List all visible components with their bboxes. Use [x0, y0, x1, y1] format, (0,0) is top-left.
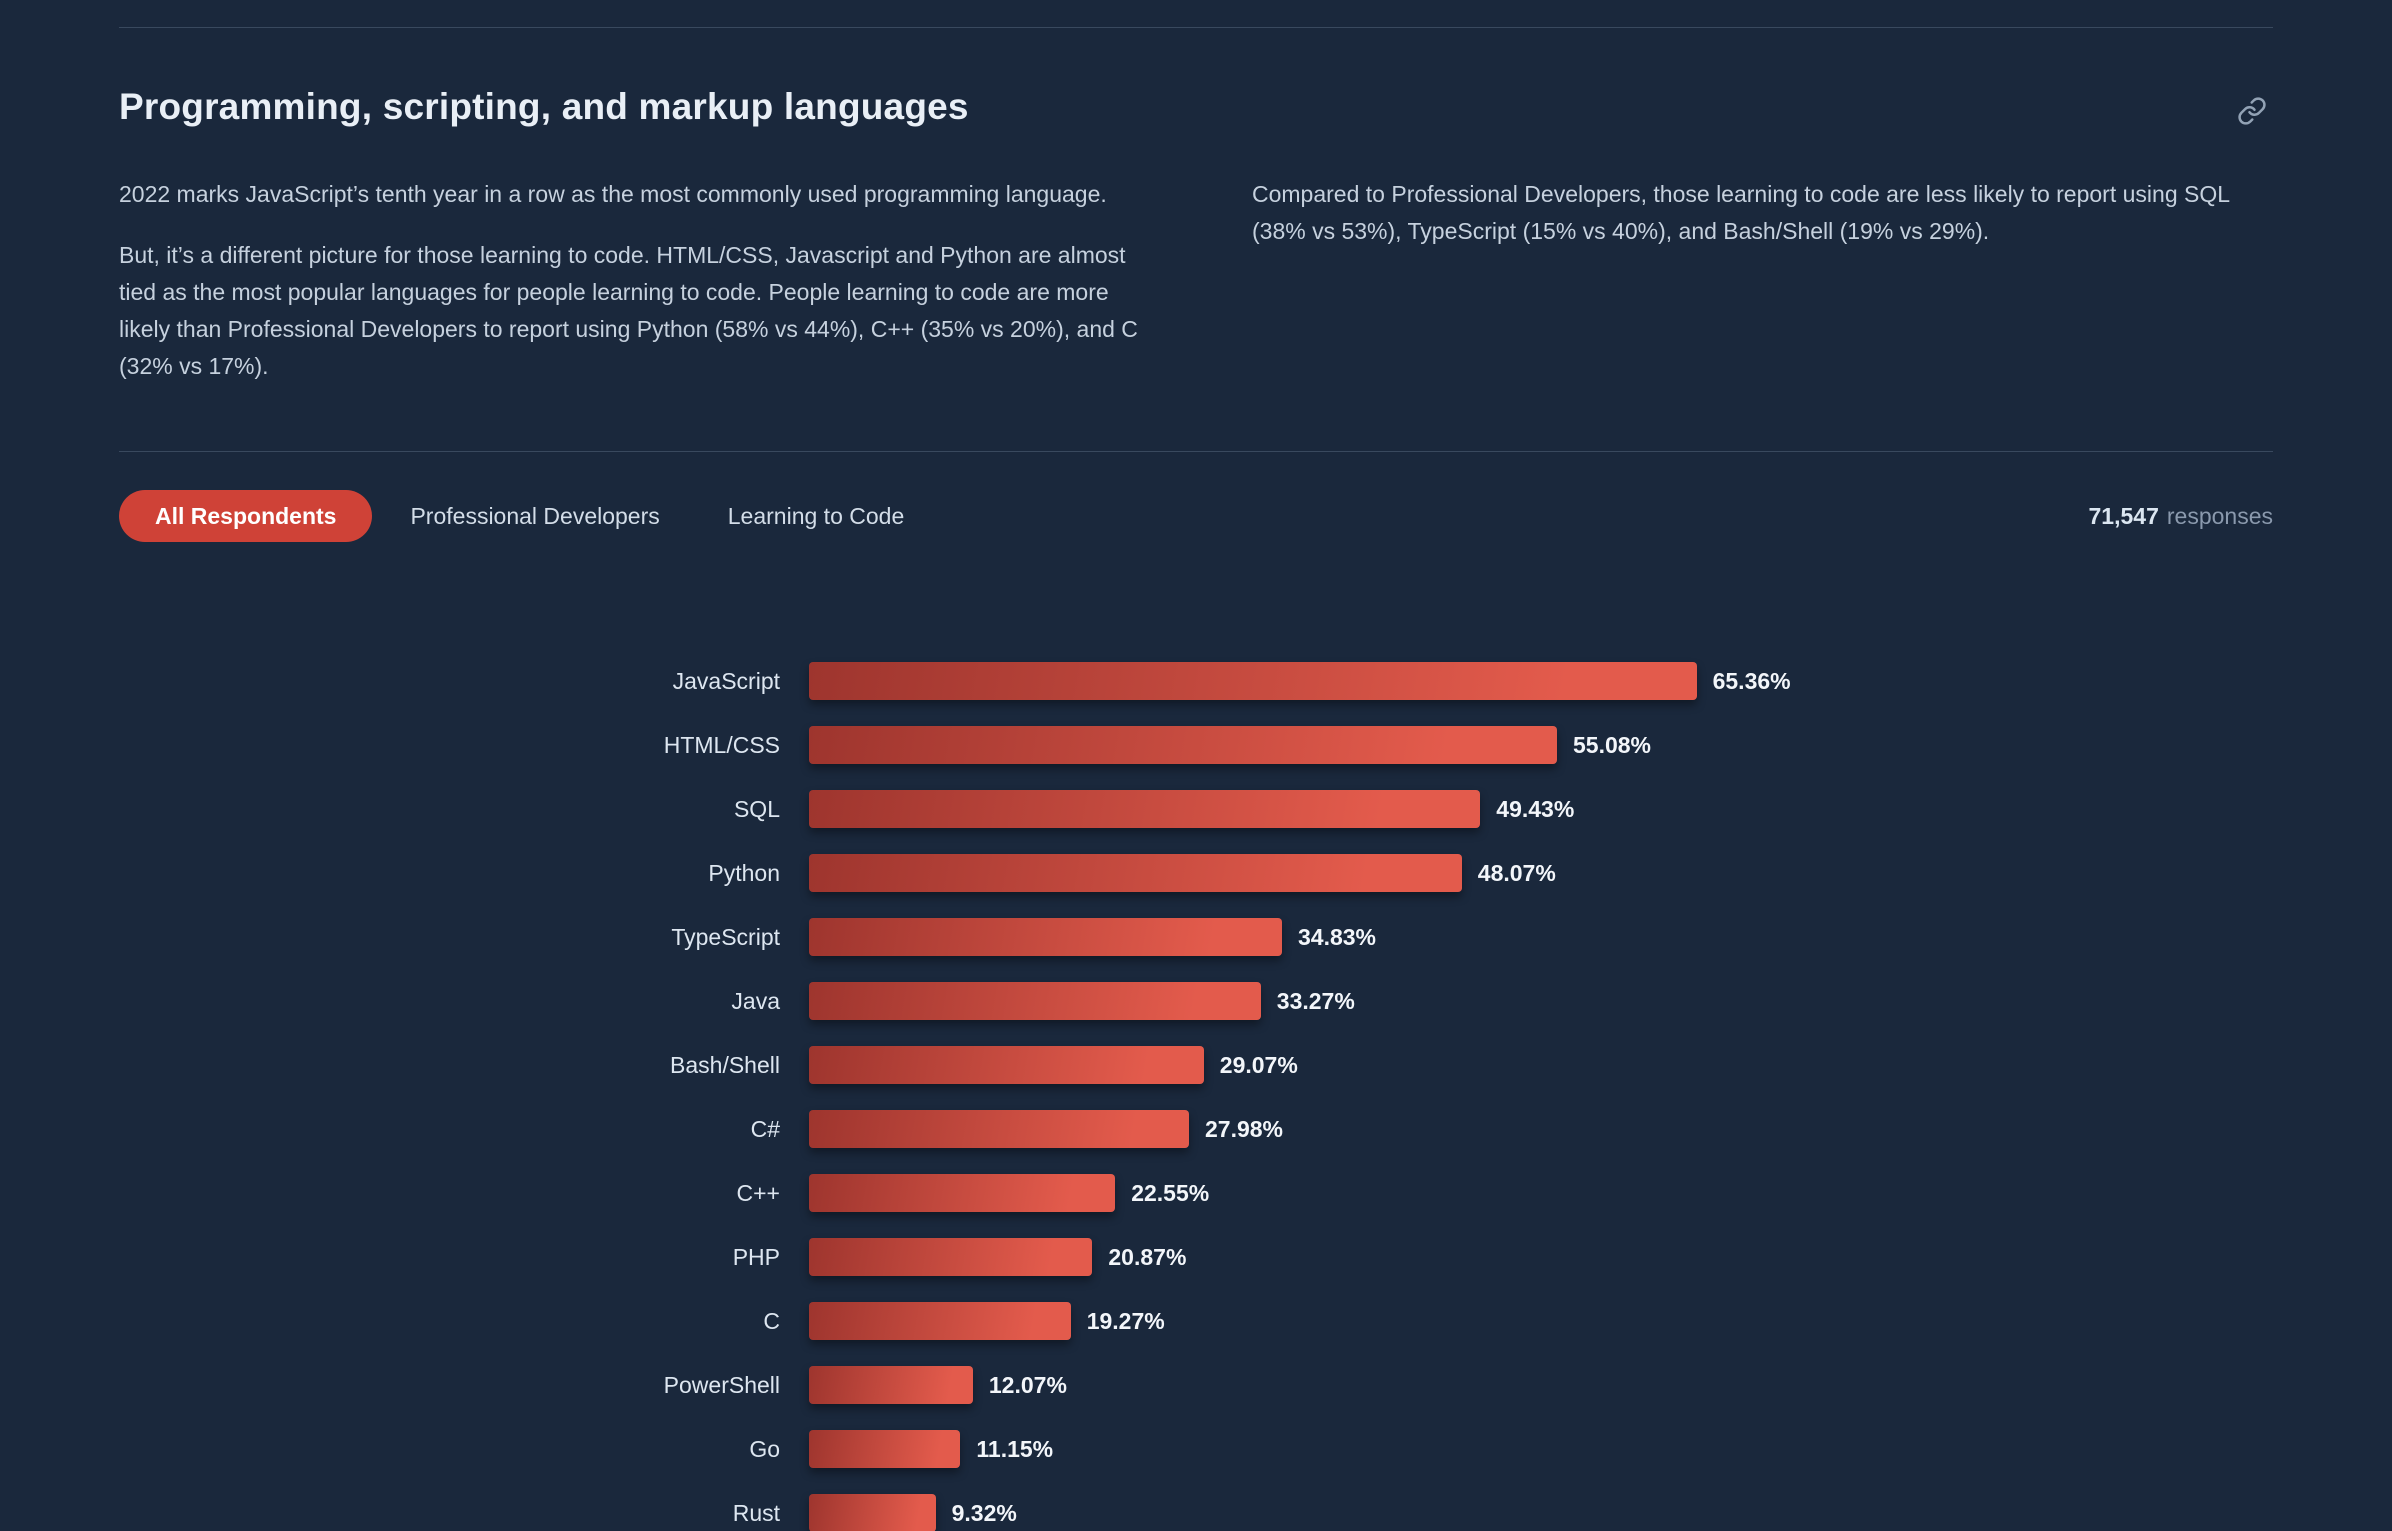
value-label: 55.08%: [1573, 731, 1652, 758]
survey-section: Programming, scripting, and markup langu…: [0, 27, 2392, 1531]
value-label: 9.32%: [951, 1499, 1017, 1526]
section-header: Programming, scripting, and markup langu…: [119, 84, 2273, 132]
bar-go: [809, 1430, 961, 1468]
value-label: 27.98%: [1205, 1115, 1284, 1142]
category-label: TypeScript: [671, 923, 780, 950]
category-label: Bash/Shell: [670, 1051, 780, 1078]
bar-html-css: [809, 726, 1557, 764]
section-link-icon[interactable]: [2231, 90, 2273, 132]
value-label: 33.27%: [1276, 987, 1355, 1014]
chart-row: Rust 9.32%: [119, 1481, 2273, 1531]
chart-row: PowerShell 12.07%: [119, 1353, 2273, 1417]
responses-label: responses: [2166, 502, 2273, 529]
page-title: Programming, scripting, and markup langu…: [119, 86, 969, 127]
value-label: 49.43%: [1496, 795, 1575, 822]
category-label: Python: [708, 859, 780, 886]
bar-php: [809, 1238, 1093, 1276]
bar-rust: [809, 1494, 936, 1531]
intro-text: 2022 marks JavaScript’s tenth year in a …: [119, 176, 2273, 385]
category-label: C: [763, 1307, 780, 1334]
category-label: JavaScript: [672, 667, 780, 694]
bar-sql: [809, 790, 1481, 828]
category-label: Go: [749, 1435, 780, 1462]
mid-divider: [119, 451, 2273, 452]
link-icon: [2238, 97, 2266, 125]
chart-row: C# 27.98%: [119, 1097, 2273, 1161]
category-label: SQL: [733, 795, 780, 822]
chart-row: SQL 49.43%: [119, 777, 2273, 841]
chart-row: Python 48.07%: [119, 841, 2273, 905]
category-label: Java: [731, 987, 780, 1014]
intro-paragraph: But, it’s a different picture for those …: [119, 242, 1138, 379]
chart-row: Bash/Shell 29.07%: [119, 1033, 2273, 1097]
intro-paragraph: 2022 marks JavaScript’s tenth year in a …: [119, 181, 1107, 207]
value-label: 34.83%: [1298, 923, 1377, 950]
chart-row: C++ 22.55%: [119, 1161, 2273, 1225]
category-label: C#: [750, 1115, 780, 1142]
category-label: Rust: [732, 1499, 780, 1526]
value-label: 29.07%: [1219, 1051, 1298, 1078]
value-label: 48.07%: [1477, 859, 1556, 886]
chart-row: TypeScript 34.83%: [119, 905, 2273, 969]
value-label: 20.87%: [1108, 1243, 1187, 1270]
intro-paragraph: Compared to Professional Developers, tho…: [1252, 181, 2230, 244]
bar-java: [809, 982, 1261, 1020]
value-label: 12.07%: [988, 1371, 1067, 1398]
category-label: PHP: [732, 1243, 780, 1270]
intro-left-column: 2022 marks JavaScript’s tenth year in a …: [119, 176, 1140, 385]
category-label: HTML/CSS: [663, 731, 780, 758]
bar-typescript: [809, 918, 1282, 956]
chart-row: Go 11.15%: [119, 1417, 2273, 1481]
bar-python: [809, 854, 1462, 892]
bar-c: [809, 1174, 1116, 1212]
value-label: 19.27%: [1086, 1307, 1165, 1334]
bar-c: [809, 1302, 1071, 1340]
chart-row: C 19.27%: [119, 1289, 2273, 1353]
responses-count: 71,547: [2088, 502, 2159, 529]
bar-bash-shell: [809, 1046, 1204, 1084]
intro-right-column: Compared to Professional Developers, tho…: [1252, 176, 2273, 385]
category-label: PowerShell: [663, 1371, 780, 1398]
responses-summary: 71,547 responses: [2089, 503, 2273, 530]
tab-professional-developers[interactable]: Professional Developers: [380, 490, 689, 542]
bar-javascript: [809, 662, 1697, 700]
top-divider: [119, 27, 2273, 28]
chart-row: HTML/CSS 55.08%: [119, 713, 2273, 777]
chart-row: PHP 20.87%: [119, 1225, 2273, 1289]
bar-powershell: [809, 1366, 973, 1404]
tab-learning-to-code[interactable]: Learning to Code: [698, 490, 934, 542]
bar-chart: JavaScript 65.36% HTML/CSS 55.08% SQL 49.43% P…: [119, 649, 2273, 1531]
bar-c: [809, 1110, 1189, 1148]
chart-row: JavaScript 65.36%: [119, 649, 2273, 713]
chart-row: Java 33.27%: [119, 969, 2273, 1033]
tab-all-respondents[interactable]: All Respondents: [119, 490, 373, 542]
category-label: C++: [736, 1179, 780, 1206]
value-label: 11.15%: [976, 1435, 1054, 1462]
value-label: 22.55%: [1131, 1179, 1210, 1206]
tab-bar: All Respondents Professional Developers …: [119, 490, 2273, 542]
value-label: 65.36%: [1712, 667, 1791, 694]
